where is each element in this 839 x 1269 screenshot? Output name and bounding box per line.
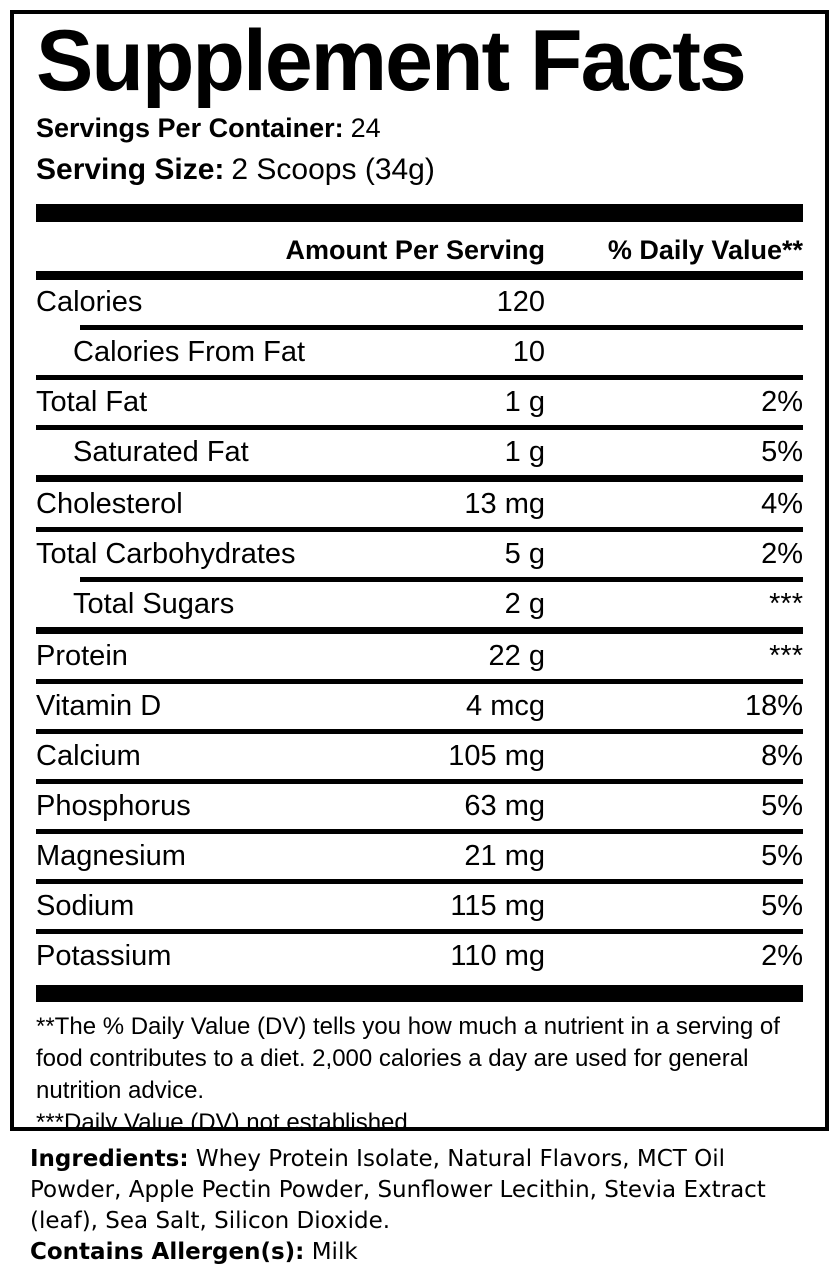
row-divider — [36, 474, 803, 482]
serving-size-value: 2 Scoops (34g) — [231, 153, 435, 187]
nutrient-name: Calories From Fat — [73, 335, 306, 368]
nutrient-name: Magnesium — [36, 839, 186, 872]
nutrient-amount: 115 mg — [450, 889, 545, 922]
nutrient-row-potassium: Potassium 110 mg 2% — [36, 934, 803, 979]
nutrient-dv: 2% — [761, 939, 803, 972]
nutrient-dv: *** — [769, 587, 803, 620]
row-divider — [36, 678, 803, 684]
supplement-facts-panel: Supplement Facts Servings Per Container:… — [10, 10, 829, 1131]
ingredients-value: Whey Protein Isolate, Natural Flavors, M… — [30, 1146, 766, 1234]
row-divider — [36, 374, 803, 380]
nutrient-dv: 5% — [761, 839, 803, 872]
nutrient-row-cholesterol: Cholesterol 13 mg 4% — [36, 482, 803, 527]
nutrient-row-total-sugars: Total Sugars 2 g *** — [36, 582, 803, 627]
not-established-footnote: ***Daily Value (DV) not established. — [36, 1108, 415, 1131]
row-divider — [36, 878, 803, 884]
nutrient-amount: 1 g — [504, 435, 545, 468]
nutrient-amount: 63 mg — [464, 789, 545, 822]
nutrient-name: Protein — [36, 639, 128, 672]
top-thick-divider — [36, 203, 803, 222]
ingredients-section: Ingredients: Whey Protein Isolate, Natur… — [30, 1144, 819, 1268]
nutrient-amount: 110 mg — [450, 939, 545, 972]
header-divider — [36, 270, 803, 280]
nutrient-row-total-carbohydrates: Total Carbohydrates 5 g 2% — [36, 532, 803, 577]
supplement-facts-title: Supplement Facts — [36, 13, 747, 109]
row-divider — [36, 626, 803, 634]
nutrient-name: Potassium — [36, 939, 172, 972]
servings-per-container-label: Servings Per Container: — [36, 112, 344, 143]
nutrient-amount: 22 g — [488, 639, 545, 672]
row-divider — [80, 324, 803, 330]
row-divider — [36, 728, 803, 734]
allergens-value: Milk — [311, 1239, 358, 1265]
nutrient-amount: 4 mcg — [466, 689, 545, 722]
nutrient-dv: 4% — [761, 487, 803, 520]
servings-per-container-value: 24 — [350, 112, 381, 143]
nutrient-name: Saturated Fat — [73, 435, 249, 468]
nutrient-row-calories: Calories 120 — [36, 280, 803, 325]
nutrient-name: Total Fat — [36, 385, 148, 418]
nutrient-name: Vitamin D — [36, 689, 162, 722]
nutrient-amount: 120 — [496, 285, 545, 318]
nutrient-row-phosphorus: Phosphorus 63 mg 5% — [36, 784, 803, 829]
nutrient-dv: 2% — [761, 385, 803, 418]
nutrient-dv: 5% — [761, 789, 803, 822]
ingredients-label: Ingredients: — [30, 1146, 189, 1172]
allergens-line: Contains Allergen(s): Milk — [30, 1237, 819, 1268]
nutrient-amount: 5 g — [504, 537, 545, 570]
nutrient-dv: 18% — [744, 689, 803, 722]
nutrient-row-total-fat: Total Fat 1 g 2% — [36, 380, 803, 425]
nutrient-row-calcium: Calcium 105 mg 8% — [36, 734, 803, 779]
nutrient-name: Total Carbohydrates — [36, 537, 296, 570]
nutrient-amount: 13 mg — [464, 487, 545, 520]
nutrient-name: Phosphorus — [36, 789, 191, 822]
daily-value-header: % Daily Value** — [607, 234, 803, 265]
nutrient-name: Cholesterol — [36, 487, 183, 520]
nutrient-amount: 1 g — [504, 385, 545, 418]
nutrient-row-sodium: Sodium 115 mg 5% — [36, 884, 803, 929]
nutrient-name: Calories — [36, 285, 143, 318]
row-divider — [36, 828, 803, 834]
ingredients-line: Ingredients: Whey Protein Isolate, Natur… — [30, 1144, 819, 1237]
nutrient-amount: 10 — [512, 335, 545, 368]
bottom-thick-divider — [36, 984, 803, 1002]
nutrient-dv: 5% — [761, 435, 803, 468]
daily-value-footnote: **The % Daily Value (DV) tells you how m… — [36, 1012, 780, 1104]
serving-size-label: Serving Size: — [36, 153, 225, 187]
table-header: Amount Per Serving % Daily Value** — [36, 231, 803, 269]
nutrient-name: Calcium — [36, 739, 141, 772]
nutrient-dv: 5% — [761, 889, 803, 922]
allergens-label: Contains Allergen(s): — [30, 1239, 305, 1265]
row-divider — [36, 928, 803, 934]
nutrient-name: Sodium — [36, 889, 135, 922]
nutrient-row-calories-from-fat: Calories From Fat 10 — [36, 330, 803, 375]
nutrient-dv: *** — [769, 639, 803, 672]
nutrient-row-protein: Protein 22 g *** — [36, 634, 803, 679]
serving-size-line: Serving Size: 2 Scoops (34g) — [36, 151, 803, 189]
nutrient-amount: 21 mg — [464, 839, 545, 872]
row-divider — [36, 526, 803, 532]
row-divider — [80, 576, 803, 582]
amount-per-serving-header: Amount Per Serving — [285, 234, 545, 265]
nutrient-name: Total Sugars — [73, 587, 235, 620]
row-divider — [36, 424, 803, 430]
row-divider — [36, 778, 803, 784]
nutrient-dv: 8% — [761, 739, 803, 772]
nutrient-amount: 105 mg — [448, 739, 545, 772]
nutrient-row-magnesium: Magnesium 21 mg 5% — [36, 834, 803, 879]
footnotes: **The % Daily Value (DV) tells you how m… — [36, 1011, 803, 1131]
nutrient-amount: 2 g — [504, 587, 545, 620]
nutrient-row-saturated-fat: Saturated Fat 1 g 5% — [36, 430, 803, 475]
nutrient-row-vitamin-d: Vitamin D 4 mcg 18% — [36, 684, 803, 729]
servings-per-container-line: Servings Per Container: 24 — [36, 112, 803, 146]
nutrient-dv: 2% — [761, 537, 803, 570]
